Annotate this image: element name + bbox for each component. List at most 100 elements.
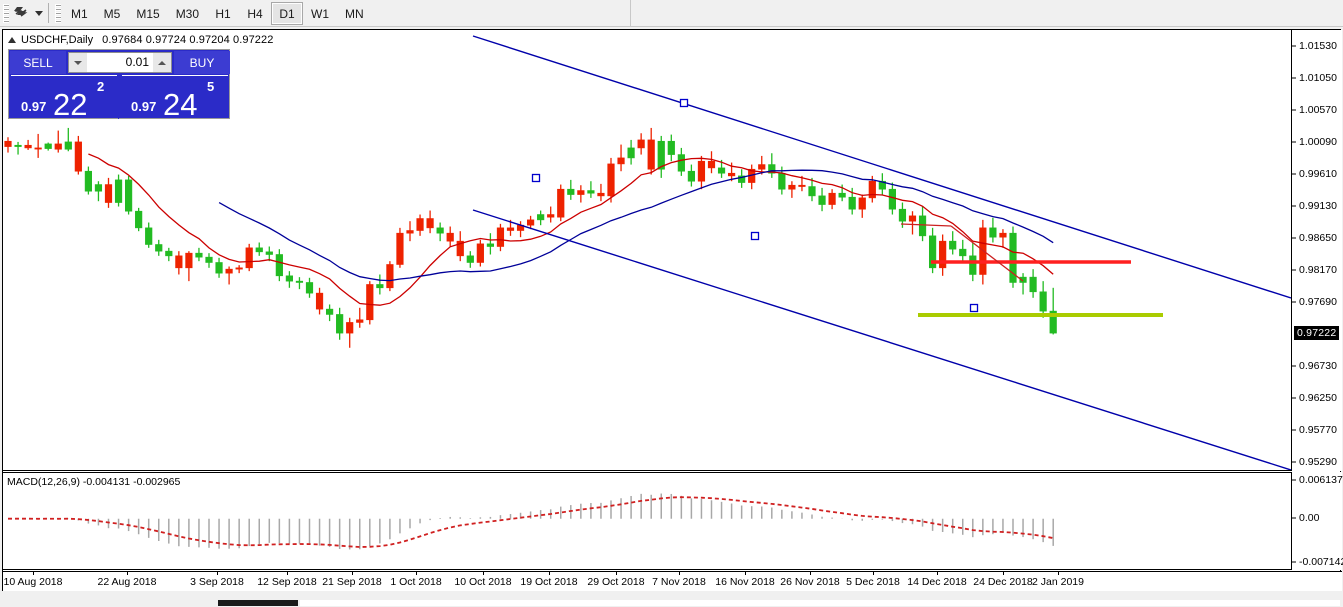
candle-body	[1019, 276, 1027, 283]
time-axis-tick	[873, 572, 874, 575]
price-axis-label: 0.95290	[1299, 455, 1337, 468]
candle-body	[386, 264, 394, 289]
chevron-down-icon[interactable]	[35, 10, 43, 16]
horizontal-scrollbar-thumb[interactable]	[218, 600, 298, 606]
time-axis-label: 19 Oct 2018	[520, 576, 578, 588]
candle-body	[798, 184, 806, 187]
candle-body	[104, 184, 113, 203]
trendline-handle-origin[interactable]	[531, 173, 541, 183]
time-axis-label: 24 Dec 2018	[973, 576, 1033, 588]
toolbar-empty-area	[630, 0, 1343, 26]
volume-input[interactable]	[87, 53, 153, 72]
candle-body	[707, 160, 716, 169]
candle-body	[828, 192, 836, 205]
trend-channel-lower-line[interactable]	[472, 209, 1291, 470]
macd-axis-tick	[1292, 517, 1296, 519]
sell-price[interactable]: 0.97 22 2	[9, 76, 119, 120]
chart-window[interactable]: MACD(12,26,9) -0.004131 -0.002965 1.0153…	[2, 29, 1343, 591]
time-axis-tick	[483, 572, 484, 575]
horizontal-scrollbar-track[interactable]	[300, 600, 1340, 606]
macd-axis[interactable]: 0.006137 0.00 -0.007142	[1291, 472, 1343, 570]
timeframes-icon-group[interactable]	[9, 1, 45, 25]
candle-body	[265, 251, 273, 255]
buy-price-big: 24	[163, 87, 198, 122]
timeframe-button-m30[interactable]: M30	[175, 6, 200, 21]
candle-body	[908, 215, 917, 222]
time-axis-tick	[127, 572, 128, 575]
price-axis-tick	[1292, 269, 1296, 271]
time-axis-tick	[549, 572, 550, 575]
one-click-trading-panel[interactable]: SELL BUY 0.97 22 2	[8, 49, 231, 122]
sell-button[interactable]: SELL	[10, 51, 66, 74]
candle-body	[557, 188, 565, 218]
trendline-handle-lower-right[interactable]	[969, 303, 979, 313]
trendline-handle-upper[interactable]	[679, 98, 689, 108]
price-axis-label: 0.99610	[1299, 167, 1337, 180]
fan-line-upper[interactable]	[900, 223, 952, 227]
candle-body	[607, 163, 615, 197]
volume-increase-button[interactable]	[153, 53, 171, 72]
timeframe-button-m1[interactable]: M1	[71, 6, 88, 21]
timeframe-button-h4[interactable]: H4	[247, 6, 263, 21]
trade-panel-controls: SELL BUY	[9, 50, 231, 75]
timeframe-button-h1[interactable]: H1	[215, 6, 231, 21]
timeframes-icon[interactable]	[11, 3, 33, 23]
candle-body	[587, 190, 595, 194]
timeframe-button-w1[interactable]: W1	[311, 6, 330, 21]
timeframe-button-m15[interactable]: M15	[136, 6, 160, 21]
buy-price[interactable]: 0.97 24 5	[119, 76, 229, 122]
price-axis-tick	[1292, 109, 1296, 111]
candle-body	[617, 157, 625, 165]
candle-body	[94, 184, 103, 192]
chevron-down-icon	[74, 60, 82, 65]
time-axis-tick	[679, 572, 680, 575]
price-axis-tick	[1292, 77, 1296, 79]
price-axis[interactable]: 1.01530 1.01050 1.00570 1.00090 0.99610 0.991…	[1291, 30, 1342, 471]
macd-pane[interactable]: MACD(12,26,9) -0.004131 -0.002965	[3, 472, 1291, 570]
timeframe-button-m5[interactable]: M5	[103, 6, 121, 21]
candle-body	[506, 227, 515, 231]
candle-body	[165, 250, 173, 257]
price-axis-label: 0.95770	[1299, 423, 1337, 436]
candle-body	[677, 154, 685, 172]
candle-body	[667, 140, 675, 155]
fan-line[interactable]	[950, 225, 1024, 282]
toolbar-grip[interactable]	[3, 3, 9, 23]
candle-body	[466, 255, 474, 263]
candle-body	[195, 252, 203, 258]
sell-price-fraction: 2	[97, 79, 105, 94]
candle-body	[54, 143, 62, 150]
price-axis-label: 1.01050	[1299, 71, 1337, 84]
candle-body	[788, 184, 796, 190]
candle-body	[376, 284, 384, 289]
time-axis[interactable]: 10 Aug 2018 22 Aug 2018 3 Sep 2018 12 Sep 2…	[3, 571, 1342, 591]
volume-stepper[interactable]	[68, 52, 172, 73]
candle-body	[366, 284, 374, 321]
candle-body	[496, 227, 505, 247]
trend-channel-upper-line[interactable]	[472, 35, 1291, 299]
timeframe-button-mn[interactable]: MN	[345, 6, 364, 21]
candle-body	[336, 314, 344, 334]
candle-body	[255, 247, 263, 253]
candle-body	[1029, 276, 1037, 293]
candle-body	[84, 170, 92, 192]
collapse-triangle-icon[interactable]	[8, 37, 16, 43]
candle-body	[979, 227, 987, 275]
time-axis-tick	[217, 572, 218, 575]
timeframe-bar-grip[interactable]	[55, 3, 61, 23]
time-axis-label: 1 Oct 2018	[390, 576, 442, 588]
current-price-marker: 0.97222	[1294, 325, 1340, 340]
time-axis-label: 10 Aug 2018	[3, 576, 63, 588]
trendline-handle-lower-left[interactable]	[750, 231, 760, 241]
candle-body	[858, 197, 866, 210]
candle-body	[687, 170, 695, 182]
buy-button[interactable]: BUY	[174, 51, 230, 74]
price-axis-tick	[1292, 365, 1296, 367]
candle-body	[486, 243, 495, 247]
time-axis-label: 2 Jan 2019	[1032, 576, 1084, 588]
candle-body	[949, 240, 957, 250]
volume-decrease-button[interactable]	[69, 53, 87, 72]
candle-body	[627, 147, 635, 159]
timeframe-button-d1[interactable]: D1	[271, 1, 304, 25]
